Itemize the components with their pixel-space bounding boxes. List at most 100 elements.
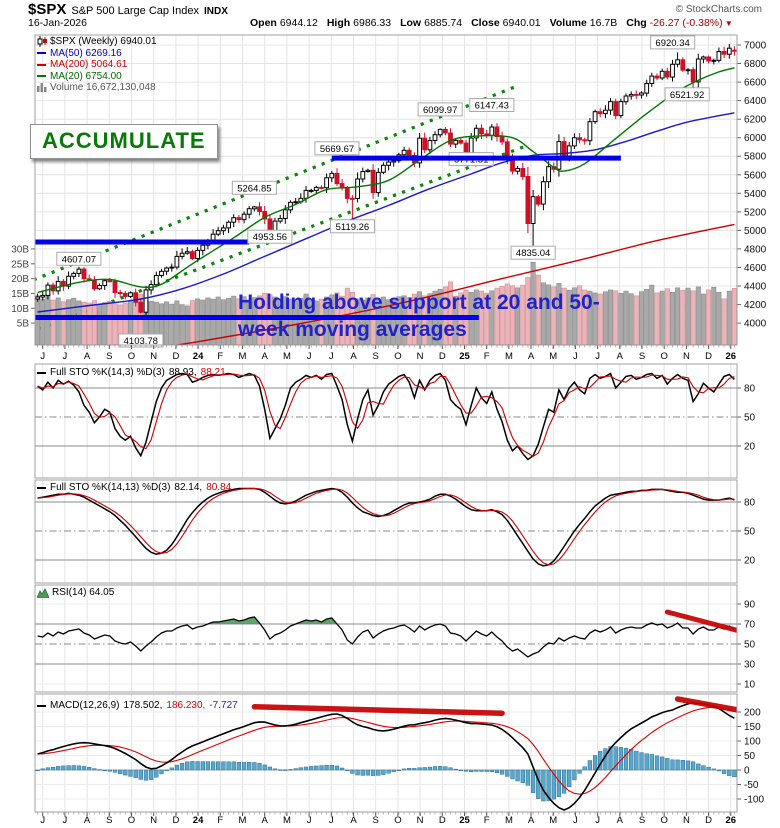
svg-text:20B: 20B (11, 274, 29, 285)
svg-text:6147.43: 6147.43 (475, 101, 509, 112)
sto-fast-k-value: 88.93, (168, 367, 197, 378)
svg-text:A: A (84, 815, 91, 826)
svg-text:4835.04: 4835.04 (516, 248, 550, 259)
symbol-legend-label: $SPX (Weekly) 6940.01 (50, 36, 157, 47)
volume-legend-label: Volume 16,672,130,048 (50, 82, 156, 93)
svg-text:6600: 6600 (744, 78, 767, 89)
svg-text:5200: 5200 (744, 207, 767, 218)
svg-text:O: O (128, 815, 135, 826)
svg-text:A: A (528, 815, 535, 826)
svg-text:50: 50 (744, 527, 756, 538)
svg-text:A: A (617, 351, 624, 362)
ma20-legend-row: MA(20) 6754.00 (37, 71, 157, 83)
svg-text:25: 25 (459, 815, 470, 826)
svg-text:5669.67: 5669.67 (320, 144, 354, 155)
svg-text:N: N (683, 815, 690, 826)
svg-text:D: D (705, 351, 712, 362)
svg-text:20: 20 (744, 442, 756, 453)
svg-text:6000: 6000 (744, 133, 767, 144)
quote-close: Close 6940.01 (471, 17, 541, 29)
svg-text:M: M (239, 815, 247, 826)
svg-text:J: J (40, 351, 45, 362)
date-label: 16-Jan-2026 (28, 17, 87, 29)
chart-header: $SPX S&P 500 Large Cap Index INDX © StockC… (0, 0, 780, 32)
svg-text:30B: 30B (11, 244, 29, 255)
svg-text:4000: 4000 (744, 319, 767, 330)
accumulate-annotation: ACCUMULATE (30, 124, 218, 159)
svg-text:F: F (217, 815, 223, 826)
svg-text:200: 200 (744, 708, 761, 719)
svg-text:6200: 6200 (744, 115, 767, 126)
svg-text:J: J (63, 351, 68, 362)
svg-text:7000: 7000 (744, 41, 767, 52)
svg-text:4600: 4600 (744, 263, 767, 274)
svg-text:O: O (394, 815, 401, 826)
svg-text:80: 80 (744, 498, 756, 509)
svg-text:M: M (283, 351, 291, 362)
sto-slow-k-value: 82.14, (174, 482, 203, 493)
svg-text:S: S (373, 351, 379, 362)
svg-text:25B: 25B (11, 259, 29, 270)
svg-text:J: J (329, 815, 334, 826)
quote-high: High 6986.33 (326, 17, 392, 29)
sto-fast-legend: Full STO %K(14,3) %D(3) 88.93, 88.21 (37, 367, 226, 378)
svg-text:J: J (40, 815, 45, 826)
ma50-swatch-icon (37, 52, 46, 55)
rsi-legend: RSI(14) 64.05 (37, 587, 114, 598)
macd-legend-label: MACD(12,26,9) (50, 700, 120, 711)
sto-fast-d-value: 88.21 (200, 367, 226, 378)
svg-text:N: N (417, 351, 424, 362)
sto-slow-legend-label: Full STO %K(14,13) %D(3) (50, 482, 171, 493)
svg-text:26: 26 (726, 351, 737, 362)
svg-text:F: F (484, 351, 490, 362)
svg-text:O: O (661, 815, 668, 826)
svg-text:J: J (307, 815, 312, 826)
svg-text:S: S (106, 351, 112, 362)
header-quote-row: 16-Jan-2026 Open 6944.12 High 6986.33 Low 6885… (28, 17, 772, 31)
sto-slow-legend: Full STO %K(14,13) %D(3) 82.14, 80.84 (37, 482, 231, 493)
svg-text:D: D (439, 351, 446, 362)
macd-signal-value: 186.230, (166, 700, 206, 711)
svg-text:25: 25 (459, 351, 470, 362)
svg-text:D: D (439, 815, 446, 826)
svg-text:M: M (283, 815, 291, 826)
ma200-legend-label: MA(200) 5064.61 (50, 59, 128, 70)
svg-text:-100: -100 (744, 795, 764, 806)
svg-text:S: S (373, 815, 379, 826)
quote-open: Open 6944.12 (250, 17, 318, 29)
svg-text:M: M (549, 351, 557, 362)
svg-text:150: 150 (744, 722, 761, 733)
sto-fast-swatch-icon (37, 371, 46, 374)
quote-values: Open 6944.12 High 6986.33 Low 6885.74 Close 694… (250, 17, 742, 29)
svg-text:80: 80 (744, 384, 756, 395)
svg-text:100: 100 (744, 737, 761, 748)
svg-text:M: M (505, 351, 513, 362)
svg-text:90: 90 (744, 600, 756, 611)
svg-text:6920.34: 6920.34 (655, 38, 689, 49)
svg-text:5400: 5400 (744, 189, 767, 200)
svg-text:D: D (172, 815, 179, 826)
ma200-swatch-icon (37, 63, 46, 66)
svg-text:24: 24 (193, 351, 204, 362)
svg-text:4400: 4400 (744, 282, 767, 293)
svg-text:J: J (307, 351, 312, 362)
svg-text:20: 20 (744, 556, 756, 567)
main-chart-legend: $SPX (Weekly) 6940.01 MA(50) 6269.16 MA(… (37, 36, 157, 94)
svg-text:O: O (661, 351, 668, 362)
svg-text:4200: 4200 (744, 300, 767, 311)
svg-text:10: 10 (744, 680, 756, 691)
symbol-ticker: $SPX (28, 1, 67, 18)
svg-text:A: A (528, 351, 535, 362)
svg-text:A: A (350, 351, 357, 362)
ma20-swatch-icon (37, 75, 46, 78)
svg-text:5B: 5B (17, 319, 30, 330)
ma50-legend-row: MA(50) 6269.16 (37, 48, 157, 60)
svg-text:4607.07: 4607.07 (62, 254, 96, 265)
svg-text:5264.85: 5264.85 (237, 183, 271, 194)
svg-text:50: 50 (744, 413, 756, 424)
svg-text:4953.56: 4953.56 (253, 232, 287, 243)
svg-text:-50: -50 (744, 780, 759, 791)
svg-text:J: J (329, 351, 334, 362)
svg-text:S: S (106, 815, 112, 826)
